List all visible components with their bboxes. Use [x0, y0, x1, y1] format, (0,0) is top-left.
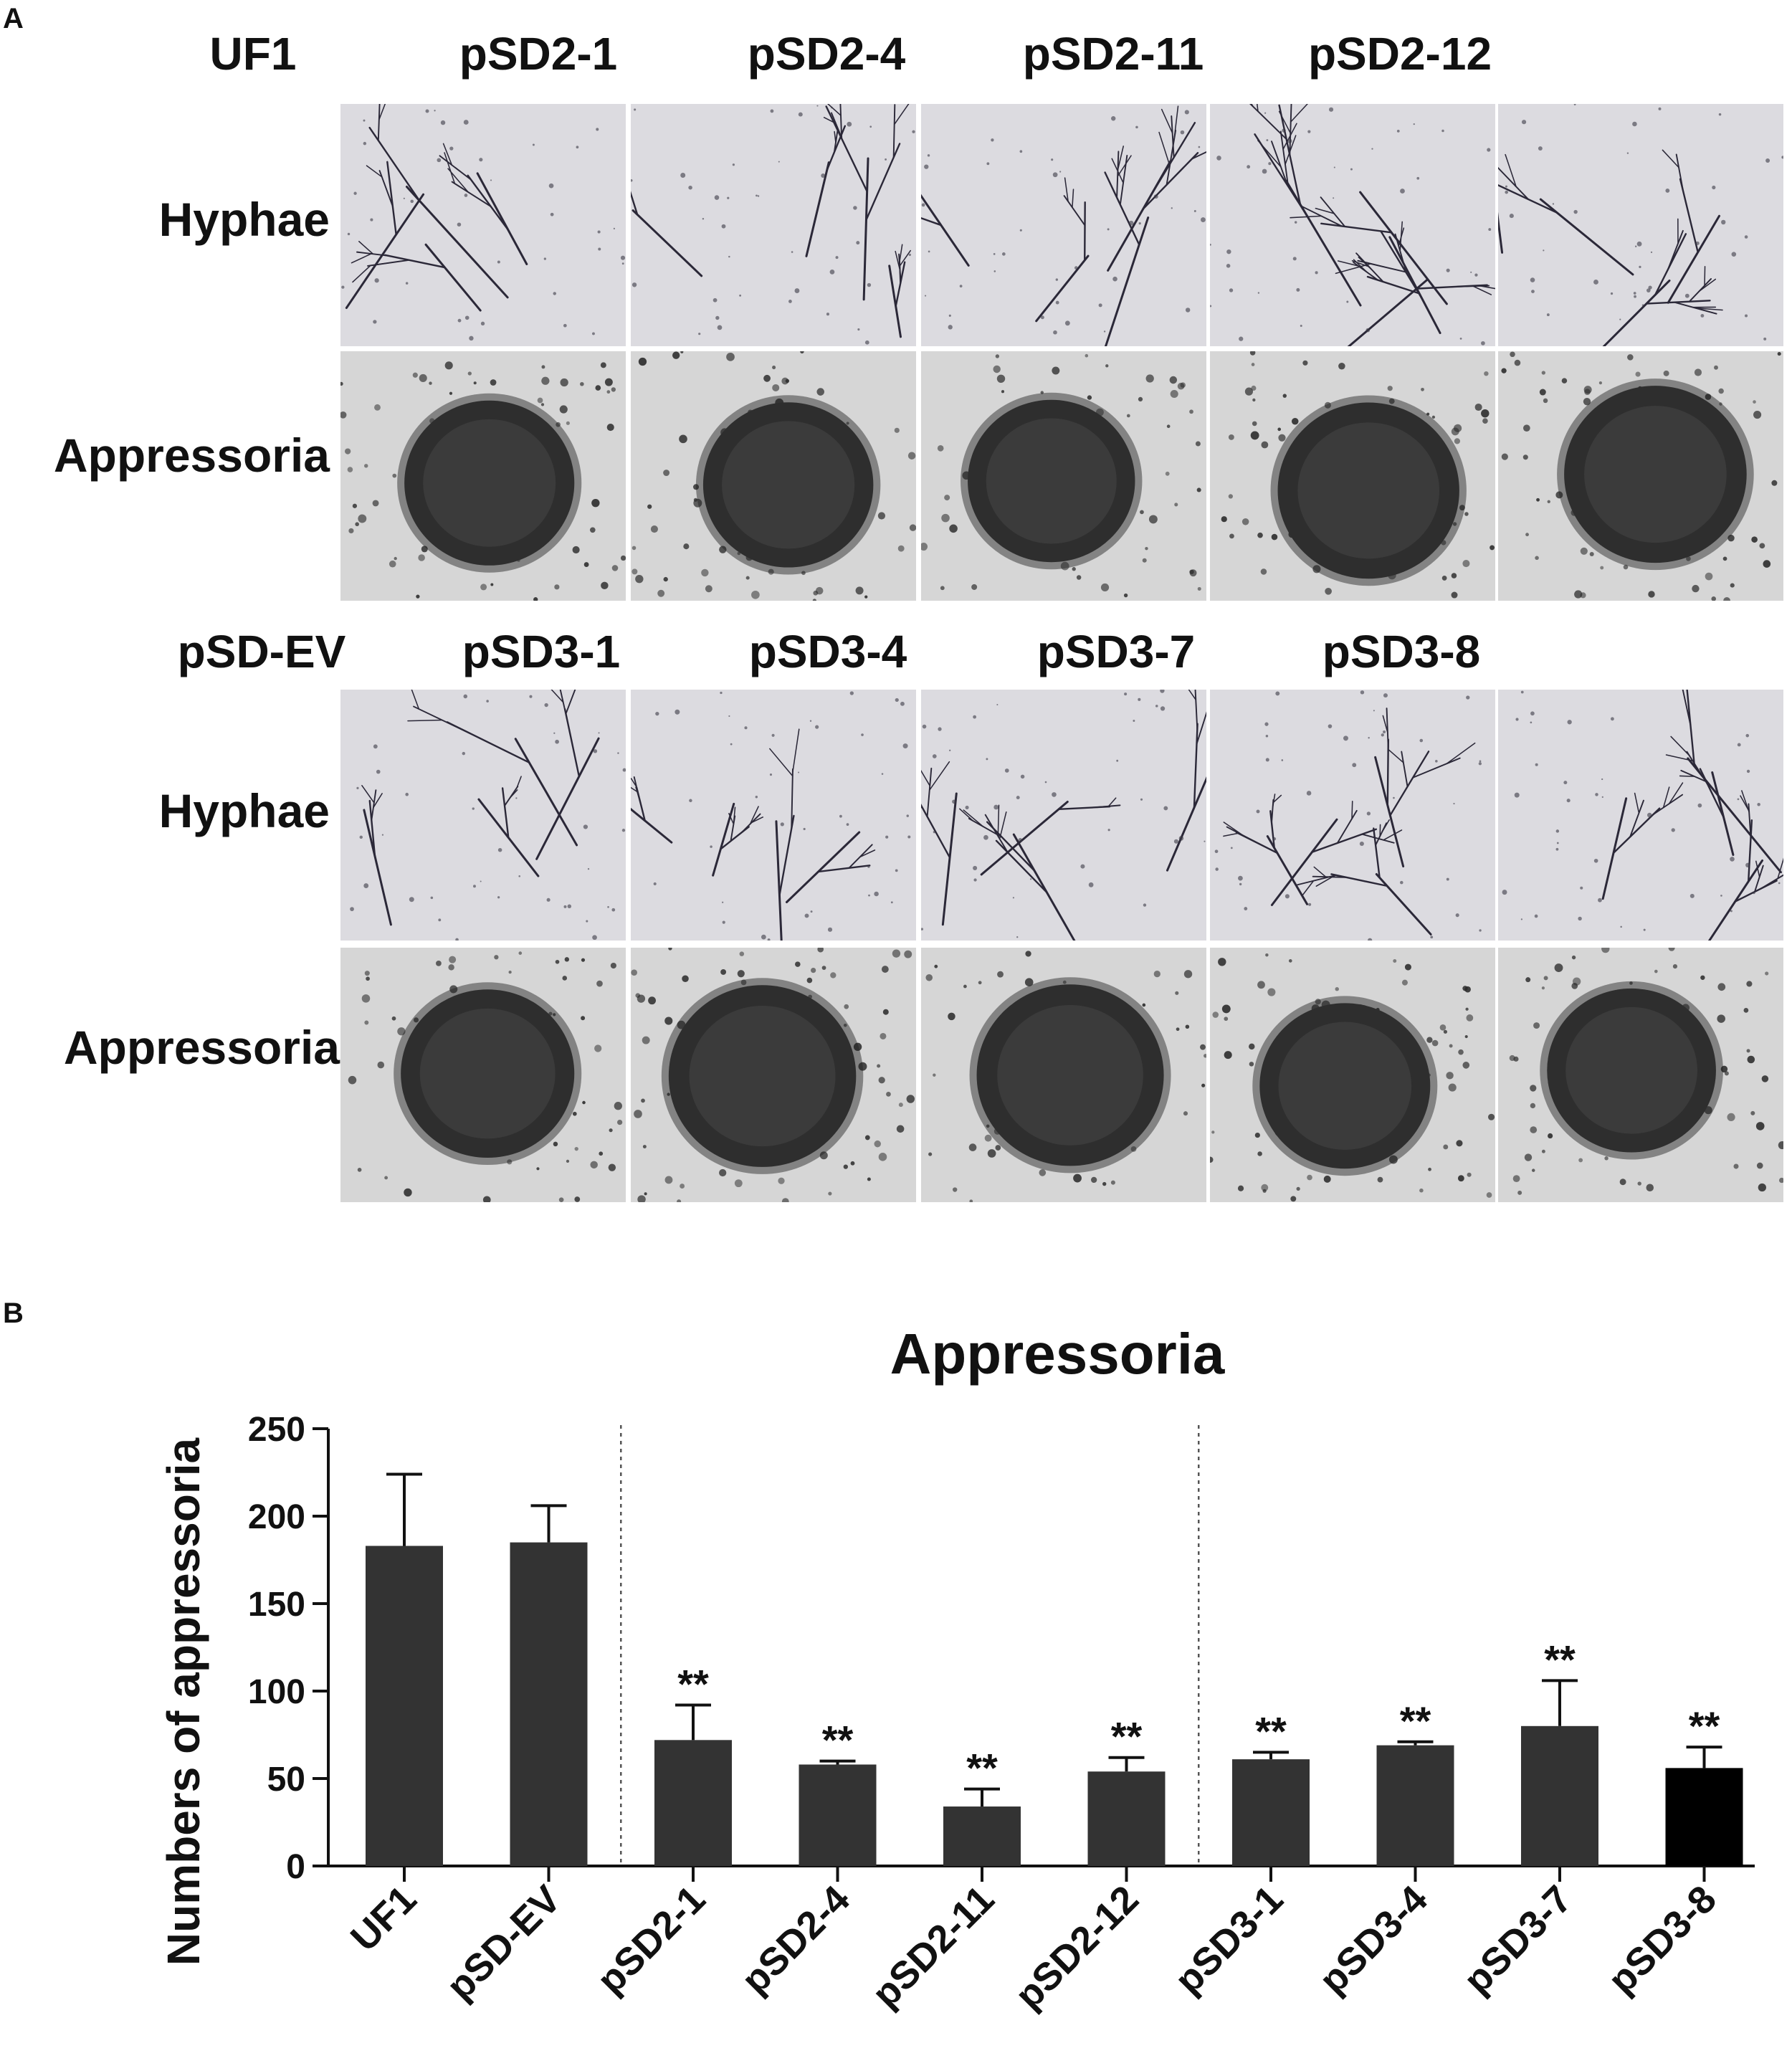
- micrograph-appressoria-bottom-psd3-1: [631, 948, 916, 1202]
- micrograph-hyphae-top-psd2-11: [1210, 104, 1495, 346]
- y-tick-label: 200: [248, 1498, 305, 1536]
- row-label-hyphae-top: Hyphae: [158, 193, 330, 246]
- micrograph-hyphae-top-psd2-12: [1498, 104, 1783, 346]
- bar-psd3-7: [1521, 1725, 1598, 1866]
- bar-psd3-8: [1665, 1768, 1743, 1866]
- x-tick-label: pSD3-8: [1600, 1877, 1725, 2002]
- y-axis-label: Numbers of appressoria: [158, 1437, 209, 1966]
- column-label-psd3-7: pSD3-7: [1036, 626, 1196, 677]
- bar-psd3-1: [1232, 1759, 1310, 1866]
- y-tick-label: 0: [286, 1848, 305, 1886]
- micrograph-appressoria-top-uf1: [340, 351, 626, 601]
- micrograph-appressoria-bottom-psd3-4: [921, 948, 1206, 1202]
- column-label-psd3-1: pSD3-1: [462, 626, 621, 677]
- x-tick-label: pSD3-4: [1311, 1877, 1436, 2002]
- x-tick-label: pSD3-7: [1456, 1877, 1581, 2002]
- bar-psd2-1: [654, 1740, 732, 1866]
- micrograph-hyphae-bottom-psd3-4: [921, 690, 1206, 941]
- y-tick-label: 150: [248, 1586, 305, 1624]
- column-label-psd3-4: pSD3-4: [748, 626, 907, 677]
- micrograph-appressoria-bottom-psd3-8: [1498, 948, 1783, 1202]
- x-tick-label: pSD-EV: [439, 1877, 569, 2008]
- panel-a-letter: A: [3, 3, 24, 34]
- column-label-uf1: UF1: [209, 28, 297, 80]
- panel-b-letter: B: [3, 1298, 24, 1329]
- column-label-psd2-4: pSD2-4: [747, 28, 906, 80]
- micrograph-appressoria-top-psd2-12: [1498, 351, 1783, 601]
- bar-uf1: [366, 1546, 443, 1866]
- chart-title: Appressoria: [890, 1322, 1225, 1386]
- significance-marker: **: [1400, 1698, 1431, 1743]
- significance-marker: **: [1544, 1637, 1576, 1682]
- significance-marker: **: [1255, 1708, 1287, 1753]
- x-tick-label: pSD2-11: [864, 1877, 1002, 2016]
- bar-psd-ev: [510, 1542, 588, 1866]
- bar-psd3-4: [1376, 1745, 1454, 1866]
- micrograph-appressoria-bottom-psd-ev: [340, 948, 626, 1202]
- bar-psd2-11: [943, 1806, 1021, 1866]
- micrograph-hyphae-top-psd2-1: [631, 104, 916, 346]
- micrograph-hyphae-top-psd2-4: [921, 104, 1206, 346]
- y-tick-label: 50: [267, 1761, 305, 1799]
- row-label-hyphae-bottom: Hyphae: [158, 784, 330, 837]
- micrograph-appressoria-top-psd2-1: [631, 351, 916, 601]
- significance-marker: **: [677, 1662, 709, 1707]
- micrograph-hyphae-top-uf1: [340, 104, 626, 346]
- y-tick-label: 100: [248, 1673, 305, 1711]
- micrograph-hyphae-bottom-psd3-1: [631, 690, 916, 941]
- column-label-psd2-11: pSD2-11: [1022, 28, 1204, 80]
- x-tick-label: pSD3-1: [1167, 1877, 1292, 2002]
- row-label-appressoria-top: Appressoria: [53, 429, 330, 482]
- significance-marker: **: [1689, 1703, 1720, 1748]
- micrograph-appressoria-top-psd2-4: [921, 351, 1206, 601]
- row-label-appressoria-bottom: Appressoria: [63, 1021, 340, 1074]
- significance-marker: **: [966, 1746, 998, 1791]
- bar-psd2-12: [1087, 1771, 1166, 1866]
- x-tick-label: UF1: [343, 1877, 425, 1960]
- column-label-psd2-1: pSD2-1: [459, 28, 618, 80]
- bar-chart: Appressoria Numbers of appressoria 0 50 10…: [158, 1322, 1755, 2017]
- micrograph-hyphae-bottom-psd3-8: [1498, 690, 1783, 941]
- micrograph-appressoria-top-psd2-11: [1210, 351, 1495, 601]
- column-label-psd-ev: pSD-EV: [177, 626, 346, 677]
- x-tick-label: pSD2-12: [1007, 1877, 1147, 2017]
- y-tick-label: 250: [248, 1411, 305, 1449]
- column-label-psd3-8: pSD3-8: [1322, 626, 1481, 677]
- x-tick-label: pSD2-4: [733, 1877, 858, 2002]
- significance-marker: **: [822, 1718, 854, 1763]
- x-tick-label: pSD2-1: [589, 1877, 714, 2002]
- significance-marker: **: [1111, 1714, 1143, 1759]
- bar-psd2-4: [799, 1764, 877, 1866]
- column-label-psd2-12: pSD2-12: [1307, 28, 1492, 80]
- micrograph-hyphae-bottom-psd-ev: [340, 690, 626, 941]
- micrograph-hyphae-bottom-psd3-7: [1210, 690, 1495, 941]
- micrograph-appressoria-bottom-psd3-7: [1210, 948, 1495, 1202]
